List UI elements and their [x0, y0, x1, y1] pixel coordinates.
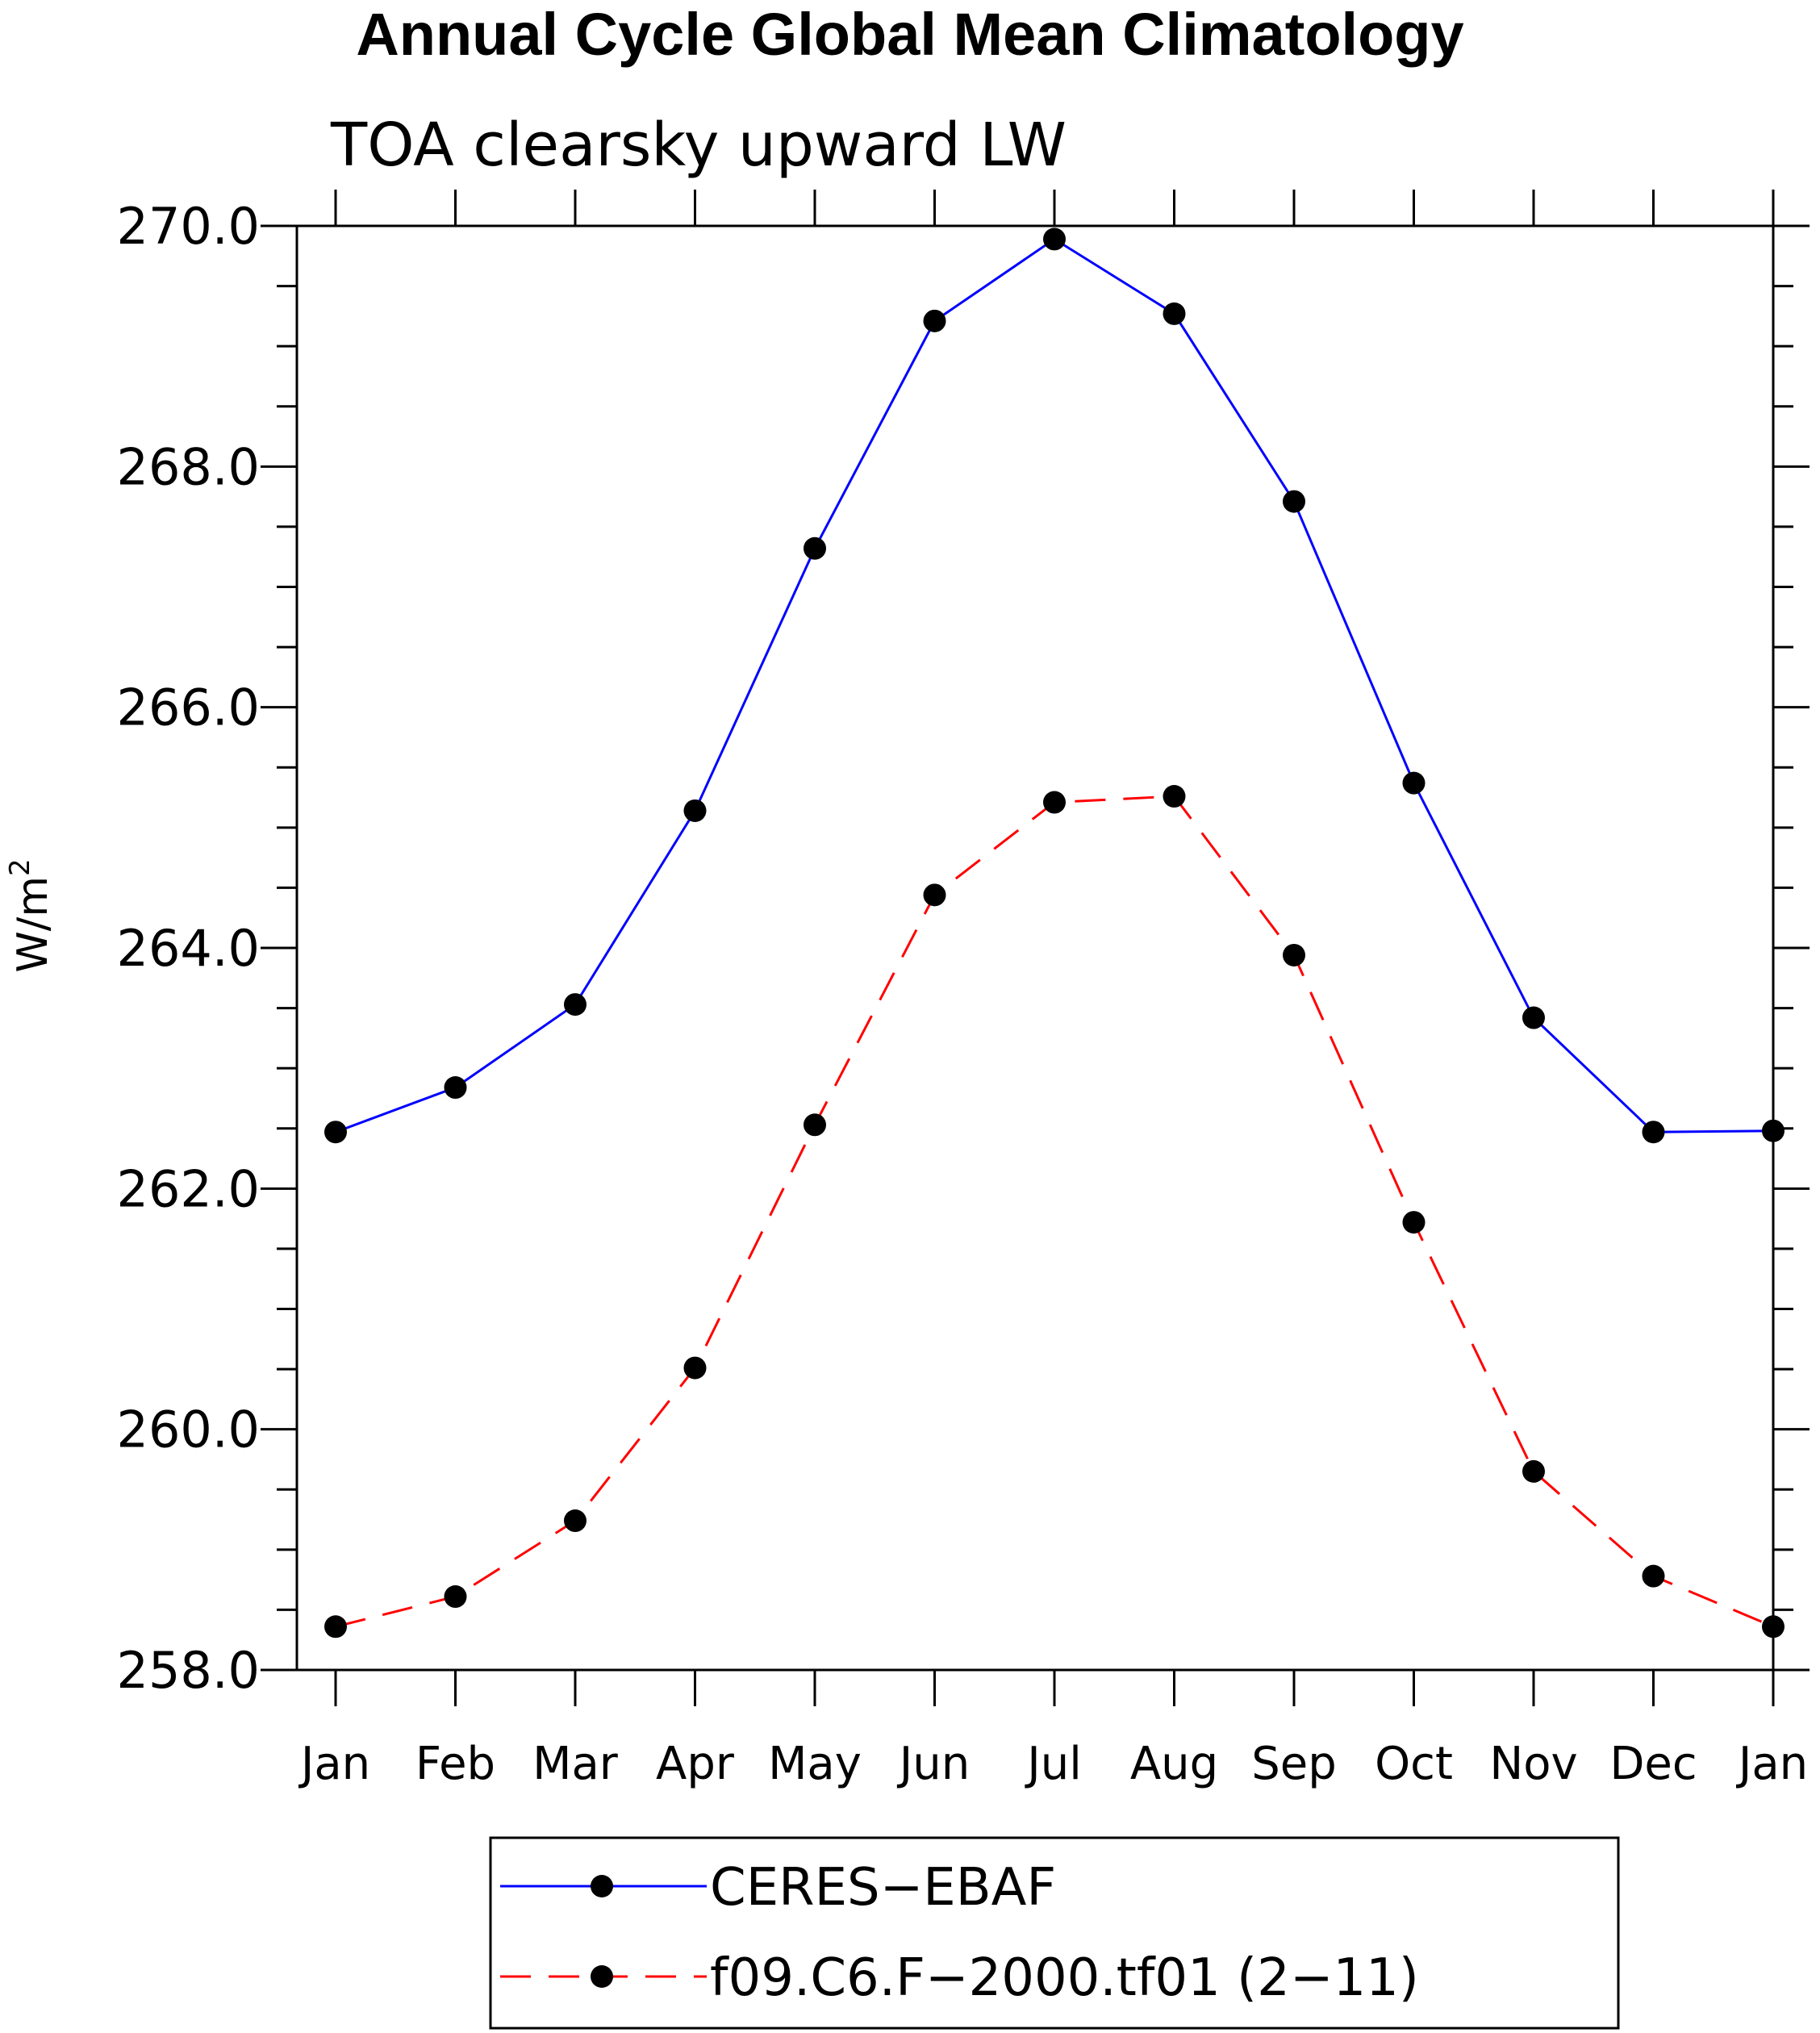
x-tick-label: Jul — [1025, 1738, 1082, 1790]
x-tick-label: Jun — [897, 1738, 971, 1790]
plot-frame — [295, 224, 1775, 1672]
y-axis-label: W/m2 — [4, 858, 57, 972]
data-point — [1642, 1121, 1665, 1144]
x-tick-label: May — [768, 1738, 862, 1790]
y-axis-label-superscript: 2 — [4, 858, 36, 876]
data-point — [324, 1615, 347, 1639]
y-tick-label: 266.0 — [117, 678, 261, 737]
data-point — [1163, 302, 1186, 325]
x-tick-label: Jan — [1736, 1738, 1808, 1790]
data-point — [1283, 943, 1305, 966]
data-point — [683, 799, 707, 822]
axis-ticks — [261, 190, 1810, 1706]
data-point — [1402, 771, 1426, 795]
y-tick-labels: 258.0 260.0 262.0 264.0 266.0 268.0 270.0 — [117, 197, 261, 1700]
x-tick-label: Mar — [532, 1738, 619, 1790]
y-tick-label: 260.0 — [117, 1401, 261, 1459]
legend-label-model: f09.C6.F−2000.tf01 (2−11) — [710, 1948, 1419, 2008]
legend: CERES−EBAF f09.C6.F−2000.tf01 (2−11) — [489, 1836, 1620, 2030]
data-point — [324, 1121, 347, 1144]
series-line — [335, 795, 1774, 1628]
series-line — [335, 237, 1774, 1133]
x-tick-label: Sep — [1251, 1738, 1337, 1790]
data-point — [1762, 1119, 1785, 1142]
data-point — [683, 1356, 707, 1380]
chart-title: Annual Cycle Global Mean Climatology — [356, 1, 1463, 68]
x-tick-labels: Jan Feb Mar Apr May Jun Jul Aug Sep Oct Nov Dec Jan — [298, 1738, 1808, 1790]
y-tick-label: 270.0 — [117, 197, 261, 256]
y-tick-label: 264.0 — [117, 919, 261, 978]
y-tick-label: 268.0 — [117, 437, 261, 496]
x-tick-label: Dec — [1609, 1738, 1697, 1790]
legend-marker-ceres — [591, 1875, 613, 1897]
data-point — [564, 1509, 586, 1533]
data-point — [1402, 1211, 1426, 1234]
legend-box — [489, 1836, 1620, 2030]
data-point — [1762, 1615, 1785, 1639]
data-point — [564, 993, 586, 1016]
data-point — [1522, 1006, 1545, 1029]
y-axis-label-text: W/m — [9, 876, 57, 973]
y-tick-label: 262.0 — [117, 1159, 261, 1218]
data-point — [1283, 490, 1305, 513]
x-tick-label: Nov — [1489, 1738, 1577, 1790]
series-lines — [335, 237, 1774, 1628]
chart-subtitle: TOA clearsky upward LW — [330, 111, 1067, 180]
x-tick-label: Apr — [656, 1738, 735, 1790]
data-point — [804, 1113, 826, 1137]
x-tick-label: Aug — [1130, 1738, 1218, 1790]
legend-label-ceres: CERES−EBAF — [710, 1858, 1056, 1918]
data-point — [1043, 791, 1066, 814]
x-tick-label: Jan — [298, 1738, 370, 1790]
legend-marker-model — [591, 1965, 613, 1988]
data-point — [923, 883, 946, 907]
series-markers — [324, 228, 1785, 1639]
y-tick-label: 258.0 — [117, 1641, 261, 1700]
data-point — [1163, 785, 1186, 808]
data-point — [1642, 1564, 1665, 1588]
x-tick-label: Feb — [415, 1738, 495, 1790]
data-point — [444, 1076, 467, 1100]
data-point — [804, 536, 826, 560]
data-point — [923, 309, 946, 332]
data-point — [444, 1585, 467, 1609]
svg-text:W/m2: W/m2 — [4, 858, 57, 972]
data-point — [1522, 1459, 1545, 1483]
x-tick-label: Oct — [1375, 1738, 1453, 1790]
data-point — [1043, 228, 1066, 251]
